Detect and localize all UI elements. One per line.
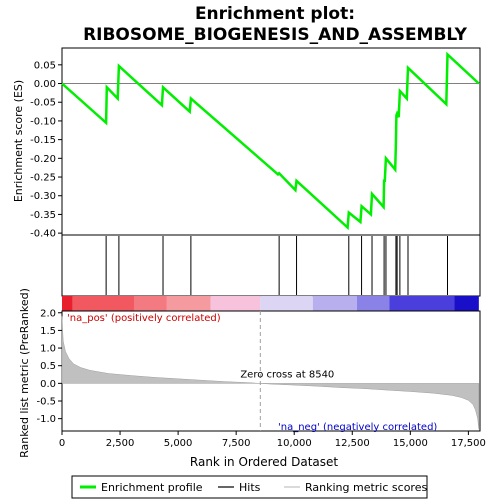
neg-label: 'na_neg' (negatively correlated): [278, 422, 437, 433]
metric-tick-label: 1.0: [40, 344, 56, 355]
x-tick-label: 5,000: [164, 438, 193, 449]
x-tick-label: 15,000: [393, 438, 428, 449]
metric-panel: 2.0 1.5 1.0 0.5 0.0 -0.5 -1.0 'na_pos' (positi…: [36, 308, 481, 433]
metric-tick-label: 0.0: [40, 379, 56, 390]
x-tick-label: 10,000: [277, 438, 312, 449]
color-bar-segment: [260, 296, 313, 311]
color-bar-segment: [312, 296, 357, 311]
es-tick-label: -0.40: [30, 229, 56, 240]
es-tick-label: -0.15: [30, 135, 56, 146]
legend-label: Enrichment profile: [101, 481, 203, 494]
es-tick-label: -0.25: [30, 173, 56, 184]
color-bar-segment: [62, 296, 73, 311]
legend: Enrichment profile Hits Ranking metric sco…: [71, 475, 428, 499]
es-tick-label: -0.30: [30, 191, 56, 202]
x-tick-label: 12,500: [335, 438, 370, 449]
color-bar-segment: [72, 296, 134, 311]
color-bar-segment: [356, 296, 390, 311]
es-tick-label: 0.05: [34, 60, 56, 71]
ranking-color-bar: [62, 296, 479, 311]
color-bar-segment: [210, 296, 261, 311]
x-tick-label: 7,500: [222, 438, 251, 449]
metric-tick-label: 2.0: [40, 308, 56, 319]
pos-label: 'na_pos' (positively correlated): [67, 313, 221, 324]
x-axis-label: Rank in Ordered Dataset: [190, 455, 338, 469]
es-tick-label: 0.00: [34, 79, 56, 90]
x-tick-label: 2,500: [106, 438, 135, 449]
legend-label: Ranking metric scores: [305, 481, 427, 494]
chart-title-line2: RIBOSOME_BIOGENESIS_AND_ASSEMBLY: [83, 25, 468, 45]
zero-cross-label: Zero cross at 8540: [240, 369, 334, 380]
ranking-metric-area: [61, 316, 480, 430]
color-bar-segment: [166, 296, 211, 311]
hits-panel-frame: [61, 234, 481, 297]
legend-label: Hits: [239, 481, 261, 494]
x-tick-label: 17,500: [451, 438, 486, 449]
legend-box: [71, 475, 428, 499]
color-bar-segment: [454, 296, 479, 311]
color-bar-segment: [133, 296, 167, 311]
es-tick-label: -0.20: [30, 154, 56, 165]
es-tick-label: -0.10: [30, 116, 56, 127]
metric-ylabel: Ranked list metric (PreRanked): [18, 288, 31, 458]
hits-panel: [61, 234, 481, 297]
chart-title-line1: Enrichment plot:: [195, 4, 355, 24]
x-tick-label: 0: [59, 438, 65, 449]
metric-tick-label: -1.0: [36, 414, 56, 425]
enrichment-profile-line: [61, 51, 480, 231]
es-ylabel: Enrichment score (ES): [12, 80, 25, 202]
es-tick-label: -0.05: [30, 98, 56, 109]
metric-tick-label: 0.5: [40, 361, 56, 372]
metric-tick-label: 1.5: [40, 326, 56, 337]
es-tick-label: -0.35: [30, 210, 56, 221]
metric-panel-frame: [61, 310, 481, 432]
metric-tick-label: -0.5: [36, 397, 56, 408]
es-panel: 0.05 0.00 -0.05 -0.10 -0.15 -0.20 -0.25 -0.30 -0…: [30, 47, 481, 240]
color-bar-segment: [389, 296, 455, 311]
